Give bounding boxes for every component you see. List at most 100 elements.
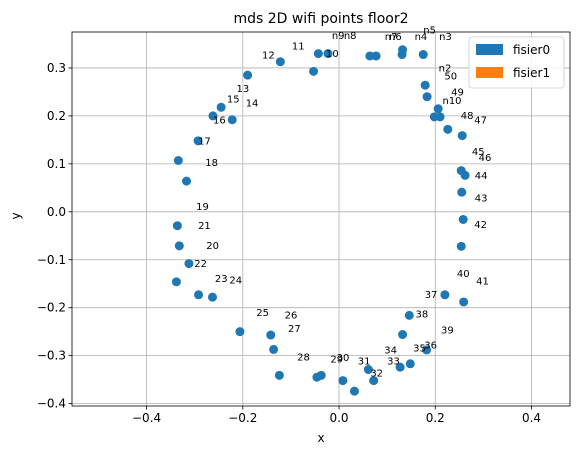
data-point [173,156,183,166]
point-label: 21 [198,221,211,232]
data-point [269,344,279,354]
legend: fisier0 fisier1 [468,36,565,89]
data-point [275,57,285,67]
point-label: n4 [415,32,428,43]
y-tick-label: −0.1 [37,253,66,267]
point-label: 34 [384,345,397,356]
data-point [207,292,217,302]
data-point [440,290,450,300]
data-point [459,297,469,307]
point-label: 36 [424,340,437,351]
data-point [457,187,467,197]
data-point [194,290,204,300]
point-label: 30 [337,353,350,364]
point-label: 44 [475,171,488,182]
point-label: 12 [262,50,275,61]
point-label: 46 [479,153,492,164]
y-tick-label: 0.1 [47,157,66,171]
data-point [309,66,319,76]
point-label: 32 [370,368,383,379]
y-tick-label: −0.4 [37,397,66,411]
data-point [457,131,467,141]
point-label: 43 [475,194,488,205]
data-point [443,124,453,134]
data-point [395,362,405,372]
data-point [193,136,203,146]
y-axis-label: y [9,212,23,219]
data-point [216,102,226,112]
point-label: 22 [194,259,207,270]
point-label: 38 [416,309,429,320]
point-label: n9 [332,31,345,42]
data-point [174,241,184,251]
data-point [184,259,194,269]
data-point [243,70,253,80]
point-label: 14 [246,98,259,109]
point-label: 16 [213,116,226,127]
point-label: 42 [474,220,487,231]
point-label: 18 [205,158,218,169]
data-point [171,277,181,287]
point-label: 50 [444,71,457,82]
point-label: 13 [237,84,250,95]
y-tick-label: 0.2 [47,109,66,123]
data-point [182,176,192,186]
data-point [338,376,348,386]
data-point [227,115,237,125]
x-tick-label: −0.2 [228,411,257,425]
point-label: n3 [439,32,452,43]
point-label: 27 [288,324,301,335]
point-label: n10 [442,96,461,107]
data-point [456,241,466,251]
data-point [422,345,432,355]
point-label: 41 [476,277,489,288]
plot-frame [71,31,571,407]
point-label: 45 [472,147,485,158]
point-label: 17 [198,137,211,148]
point-label: 25 [256,308,269,319]
legend-label-fisier0: fisier0 [513,43,550,57]
point-label: n5 [423,25,436,36]
axis-ticks: −0.4 −0.2 0.0 0.2 0.4 −0.4 −0.3 −0.2 −0.1 0.0 0.1 0… [37,61,541,425]
y-tick-label: 0.3 [47,61,66,75]
data-point [235,327,245,337]
point-label: n6 [389,32,402,43]
legend-swatch-fisier1 [476,67,503,78]
data-point [274,370,284,380]
point-label: 23 [215,274,228,285]
x-tick-label: 0.4 [522,411,541,425]
data-point [460,170,470,180]
point-label: 49 [451,87,464,98]
point-label: 40 [457,269,470,280]
point-label: 19 [196,202,209,213]
point-label: 20 [206,241,219,252]
point-label: 28 [297,352,310,363]
point-label: 35 [413,343,426,354]
point-label: 10 [326,49,339,60]
y-tick-label: 0.0 [47,205,66,219]
y-tick-label: −0.3 [37,349,66,363]
data-point [404,310,414,320]
point-label: 24 [229,275,242,286]
data-point [323,49,333,59]
point-label: 39 [441,326,454,337]
point-label: 48 [461,111,474,122]
data-point [422,92,432,102]
x-tick-label: 0.2 [426,411,445,425]
data-points [171,45,470,396]
point-label: 15 [227,94,240,105]
point-label: 31 [358,356,371,367]
data-point [458,214,468,224]
point-label: 37 [425,290,438,301]
chart-title: mds 2D wifi points floor2 [233,11,408,27]
data-point [369,376,379,386]
data-point [371,51,381,61]
point-label: 47 [474,116,487,127]
data-point [208,111,218,121]
legend-label-fisier1: fisier1 [513,66,550,80]
data-point [172,221,182,231]
point-label: n7 [385,32,398,43]
data-point [316,370,326,380]
